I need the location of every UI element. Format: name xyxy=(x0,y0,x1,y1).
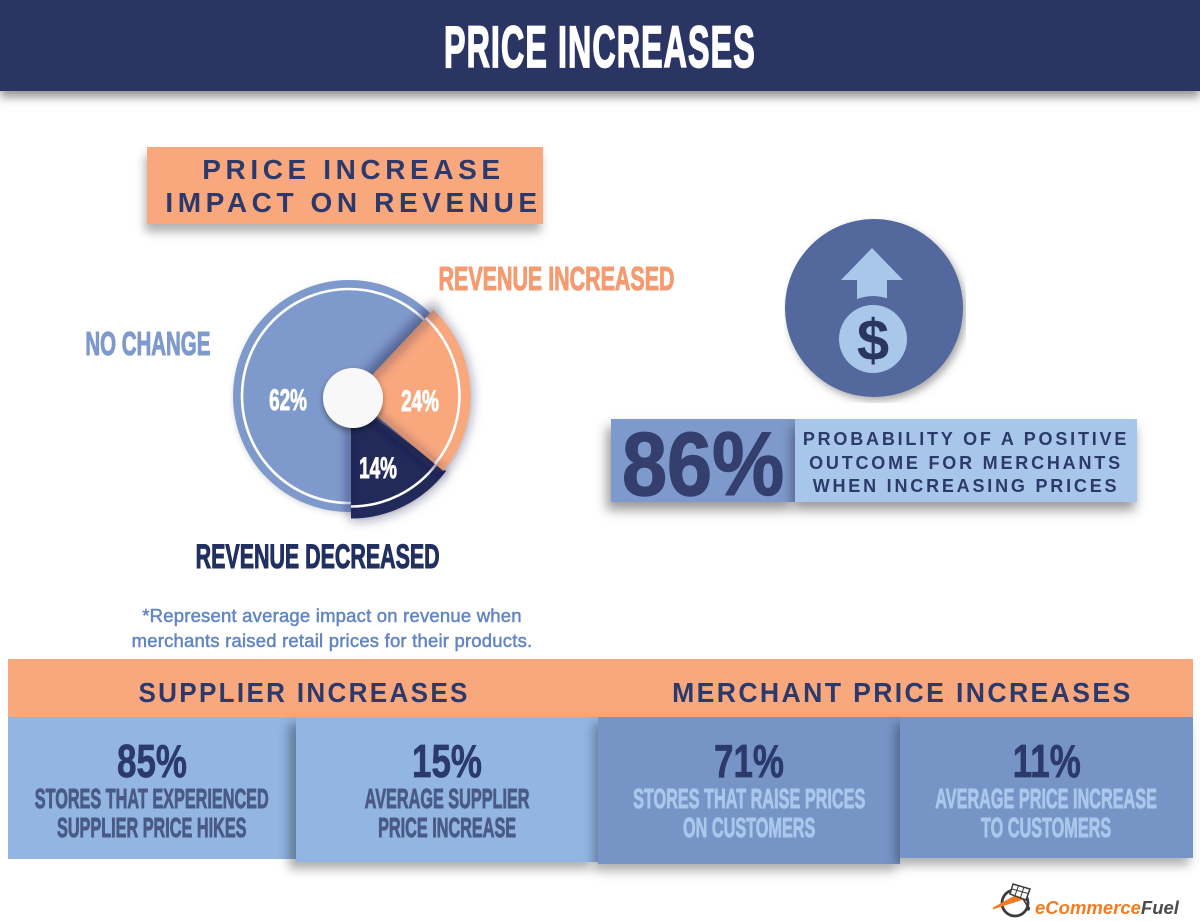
svg-text:$: $ xyxy=(857,308,889,373)
